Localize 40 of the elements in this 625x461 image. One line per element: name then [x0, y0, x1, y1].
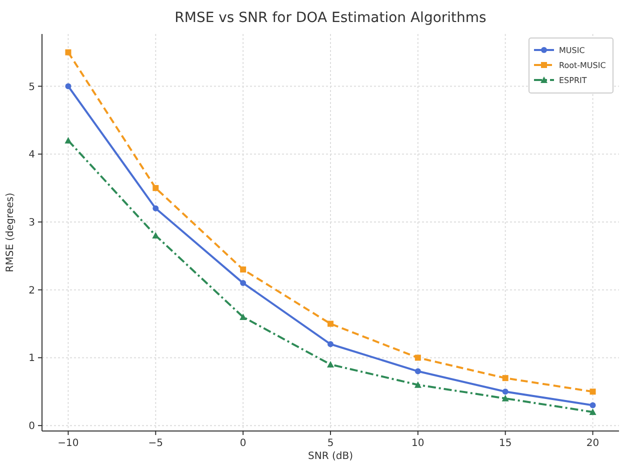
point — [327, 360, 334, 368]
chart-title: RMSE vs SNR for DOA Estimation Algorithms — [174, 10, 486, 26]
point — [65, 83, 72, 90]
point — [152, 185, 159, 192]
point — [240, 280, 246, 286]
x-tick-label: 10 — [412, 438, 424, 449]
point — [328, 320, 334, 327]
point — [502, 388, 508, 395]
y-tick-label: 5 — [28, 82, 35, 93]
x-tick-label: −10 — [58, 438, 79, 449]
x-tick-label: 15 — [498, 438, 512, 449]
point — [414, 368, 421, 374]
point — [240, 266, 246, 272]
point — [64, 137, 72, 144]
point — [65, 49, 72, 56]
point — [590, 388, 596, 395]
point — [502, 394, 509, 402]
x-tick-label: 20 — [586, 438, 600, 449]
point — [414, 381, 422, 388]
x-axis-title: SNR (dB) — [308, 451, 354, 461]
y-tick-label: 4 — [28, 150, 35, 161]
point — [152, 205, 159, 212]
legend-label: MUSIC — [559, 46, 586, 55]
point — [152, 232, 160, 239]
point — [414, 354, 421, 361]
legend-label: Root-MUSIC — [559, 61, 606, 70]
point — [590, 402, 596, 408]
x-tick-label: 0 — [240, 438, 246, 449]
y-tick-label: 0 — [28, 421, 35, 432]
point — [589, 408, 596, 415]
x-tick-label: −5 — [148, 438, 164, 449]
point — [240, 313, 247, 320]
y-axis-title: RMSE (degrees) — [5, 192, 16, 272]
y-tick-label: 3 — [28, 217, 35, 228]
point — [502, 375, 508, 382]
point — [328, 341, 334, 348]
y-tick-label: 1 — [28, 353, 35, 364]
y-tick-label: 2 — [28, 285, 35, 296]
legend-label: ESPRIT — [559, 76, 587, 85]
x-tick-label: 5 — [327, 438, 334, 449]
